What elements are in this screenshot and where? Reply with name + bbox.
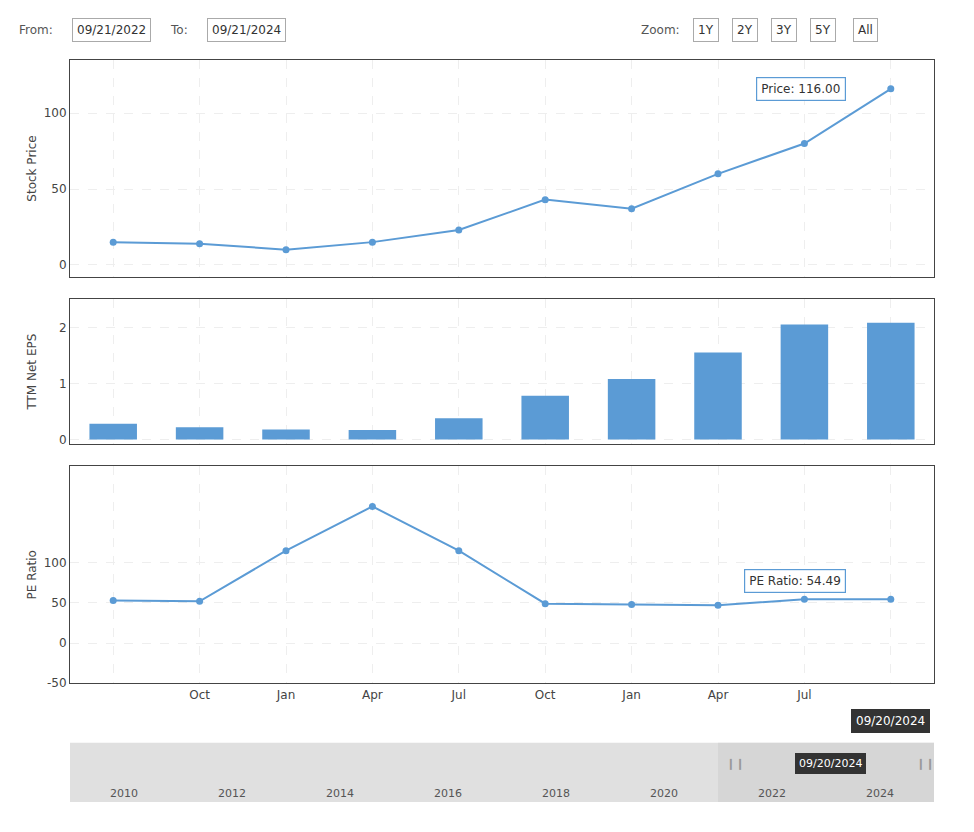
svg-text:5Y: 5Y xyxy=(815,23,831,37)
svg-text:❙❙: ❙❙ xyxy=(916,757,934,770)
svg-text:2024: 2024 xyxy=(866,787,894,800)
svg-text:100: 100 xyxy=(44,106,67,120)
svg-text:50: 50 xyxy=(51,182,66,196)
svg-text:2Y: 2Y xyxy=(737,23,753,37)
svg-text:Oct: Oct xyxy=(535,688,556,702)
svg-text:Oct: Oct xyxy=(189,688,210,702)
svg-text:0: 0 xyxy=(59,258,67,272)
svg-text:50: 50 xyxy=(51,596,66,610)
svg-text:PE Ratio: 54.49: PE Ratio: 54.49 xyxy=(749,574,841,588)
svg-text:All: All xyxy=(858,23,873,37)
svg-text:From:: From: xyxy=(19,23,53,37)
svg-text:09/21/2024: 09/21/2024 xyxy=(212,23,281,37)
svg-text:2014: 2014 xyxy=(326,787,354,800)
svg-text:2010: 2010 xyxy=(110,787,138,800)
svg-text:100: 100 xyxy=(44,556,67,570)
svg-text:09/21/2022: 09/21/2022 xyxy=(77,23,146,37)
svg-text:09/20/2024: 09/20/2024 xyxy=(799,757,862,770)
svg-text:Price: 116.00: Price: 116.00 xyxy=(761,82,840,96)
svg-text:Jul: Jul xyxy=(451,688,466,702)
svg-text:2: 2 xyxy=(59,321,67,335)
svg-text:2022: 2022 xyxy=(758,787,786,800)
svg-text:2020: 2020 xyxy=(650,787,678,800)
svg-text:Jan: Jan xyxy=(621,688,641,702)
svg-text:Jul: Jul xyxy=(796,688,811,702)
svg-text:TTM Net EPS: TTM Net EPS xyxy=(25,334,39,411)
svg-text:2012: 2012 xyxy=(218,787,246,800)
svg-text:Apr: Apr xyxy=(708,688,729,702)
svg-text:PE Ratio: PE Ratio xyxy=(25,550,39,599)
svg-text:0: 0 xyxy=(59,433,67,447)
svg-text:Jan: Jan xyxy=(276,688,296,702)
svg-text:-50: -50 xyxy=(47,676,67,690)
svg-text:2018: 2018 xyxy=(542,787,570,800)
svg-text:09/20/2024: 09/20/2024 xyxy=(856,714,925,728)
svg-text:3Y: 3Y xyxy=(776,23,792,37)
svg-text:Stock Price: Stock Price xyxy=(25,135,39,201)
svg-text:2016: 2016 xyxy=(434,787,462,800)
svg-text:0: 0 xyxy=(59,636,67,650)
svg-text:1Y: 1Y xyxy=(698,23,714,37)
svg-text:To:: To: xyxy=(170,23,188,37)
svg-text:Zoom:: Zoom: xyxy=(641,23,680,37)
svg-text:1: 1 xyxy=(59,377,67,391)
svg-text:❙❙: ❙❙ xyxy=(726,757,744,770)
svg-text:Apr: Apr xyxy=(362,688,383,702)
